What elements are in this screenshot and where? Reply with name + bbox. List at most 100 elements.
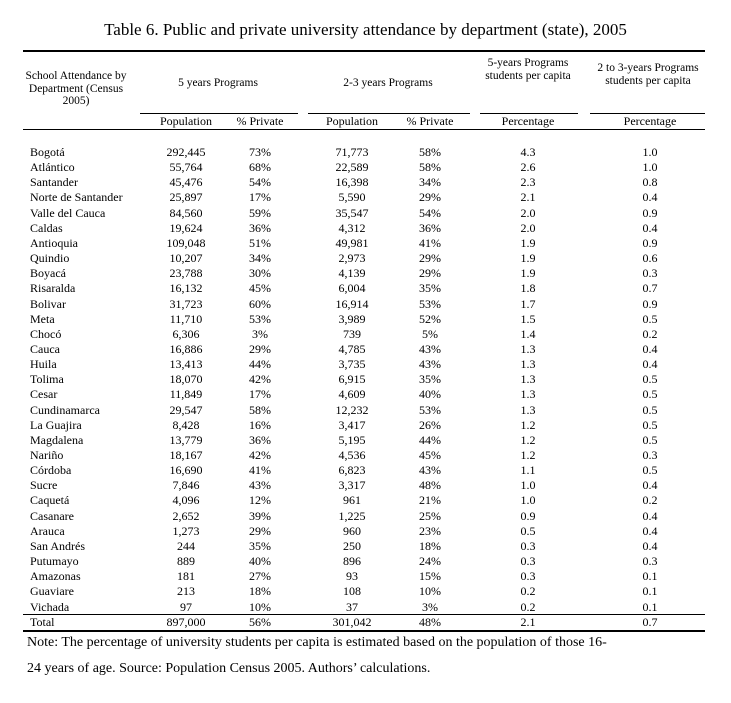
cell: 0.4: [642, 478, 658, 493]
cell: 17%: [249, 387, 271, 402]
cell: 4,785: [338, 341, 366, 356]
cell: 71,773: [335, 145, 369, 159]
cell: 0.4: [642, 538, 658, 553]
row-label: Caquetá: [30, 493, 70, 508]
cell: 16,398: [335, 175, 369, 190]
cell: 4,096: [172, 493, 200, 508]
rule: [23, 129, 705, 130]
cell: 6,004: [338, 281, 366, 296]
row-label: Quindio: [30, 251, 70, 266]
cell: 0.2: [520, 584, 536, 599]
cell: 0.3: [642, 448, 658, 462]
cell: 1.2: [520, 432, 536, 447]
cell: 97: [180, 599, 192, 614]
row-label: Vichada: [30, 599, 70, 614]
rule: [140, 113, 298, 114]
cell: 0.3: [520, 569, 536, 584]
cell: 23%: [419, 523, 441, 538]
cell: 0.5: [642, 387, 658, 402]
cell: 18%: [419, 538, 441, 553]
cell: 4.3: [520, 145, 536, 159]
row-label: Cundinamarca: [30, 402, 100, 417]
cell: 16,132: [169, 281, 203, 296]
row-label: Nariño: [30, 448, 64, 462]
cell: 84,560: [169, 205, 203, 220]
cell: 960: [343, 523, 361, 538]
cell: 29%: [419, 251, 441, 266]
cell: 52%: [419, 311, 441, 326]
cell: 0.3: [642, 554, 658, 569]
cell: 24%: [419, 554, 441, 569]
row-label: Amazonas: [30, 569, 81, 584]
cell: 3%: [422, 599, 438, 614]
cell: 21%: [419, 493, 441, 508]
cell: 53%: [419, 296, 441, 311]
row-label: Bolivar: [30, 296, 66, 311]
column-header: Population: [325, 114, 379, 128]
cell: 30%: [249, 266, 271, 281]
cell: 1.3: [520, 357, 536, 372]
cell: 34%: [419, 175, 441, 190]
cell: 3,989: [338, 311, 366, 326]
cell: 36%: [249, 220, 271, 235]
cell: 6,823: [338, 463, 366, 478]
cell: 58%: [419, 145, 441, 159]
cell: 0.5: [642, 432, 658, 447]
cell: 12%: [249, 493, 271, 508]
cell: 45,476: [169, 175, 203, 190]
cell: 15%: [419, 569, 441, 584]
cell: 12,232: [335, 402, 369, 417]
cell: 35%: [419, 372, 441, 387]
cell: 25,897: [169, 190, 203, 205]
cell: 34%: [249, 251, 271, 266]
cell: 29,547: [169, 402, 203, 417]
row-label: Valle del Cauca: [30, 205, 106, 220]
row-label: Putumayo: [30, 554, 79, 569]
cell: 10,207: [169, 251, 203, 266]
rule: [480, 113, 578, 114]
row-label: Bogotá: [30, 145, 65, 159]
cell: 5%: [422, 326, 438, 341]
cell: 4,312: [338, 220, 366, 235]
cell: 45%: [249, 281, 271, 296]
row-label: Antioquia: [30, 235, 78, 250]
column-group-header: 2 to 3-years Programs students per capit…: [597, 62, 699, 87]
cell: 16,886: [169, 341, 203, 356]
cell: 0.3: [642, 266, 658, 281]
cell: 4,139: [338, 266, 366, 281]
cell: 17%: [249, 190, 271, 205]
cell: 53%: [249, 311, 271, 326]
row-label: Tolima: [30, 372, 64, 387]
row-label: Magdalena: [30, 432, 84, 447]
cell: 1,273: [172, 523, 200, 538]
row-label: Caldas: [30, 220, 63, 235]
cell: 896: [343, 554, 361, 569]
cell: 6,306: [172, 326, 200, 341]
cell: 68%: [249, 160, 271, 175]
cell: 1.9: [520, 266, 536, 281]
cell: 1.3: [520, 402, 536, 417]
cell: 0.1: [642, 599, 658, 614]
cell: 43%: [419, 341, 441, 356]
row-label: Casanare: [30, 508, 74, 523]
cell: 43%: [419, 463, 441, 478]
cell: 2,652: [172, 508, 200, 523]
cell: 18%: [249, 584, 271, 599]
cell: 40%: [419, 387, 441, 402]
cell: 897,000: [166, 615, 206, 629]
row-label: Risaralda: [30, 281, 76, 296]
cell: 26%: [419, 417, 441, 432]
cell: 0.5: [642, 372, 658, 387]
cell: 292,445: [166, 145, 206, 159]
cell: 43%: [419, 357, 441, 372]
cell: 35,547: [335, 205, 369, 220]
cell: 13,779: [169, 432, 203, 447]
cell: 18,167: [169, 448, 203, 462]
cell: 40%: [249, 554, 271, 569]
cell: 2.1: [520, 615, 536, 629]
cell: 961: [343, 493, 361, 508]
cell: 73%: [249, 145, 271, 159]
cell: 213: [177, 584, 195, 599]
cell: 10%: [249, 599, 271, 614]
